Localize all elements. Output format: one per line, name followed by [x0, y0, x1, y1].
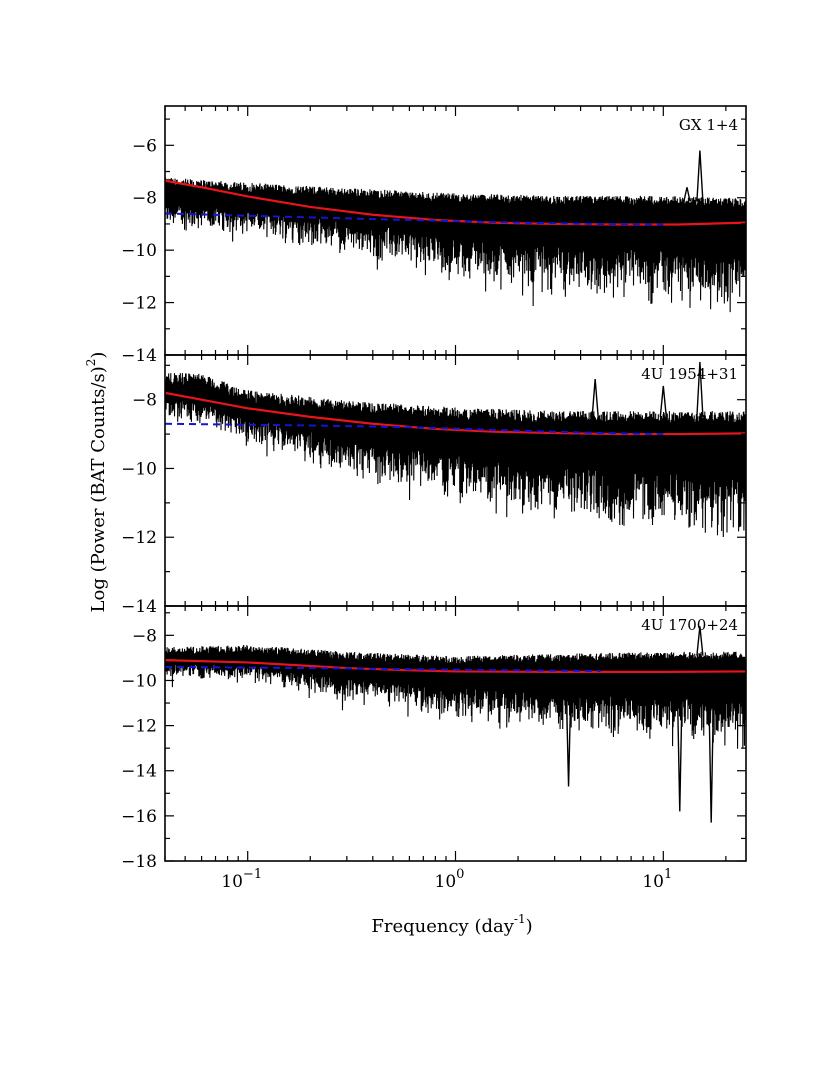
xtick-label-2: 100: [435, 867, 465, 892]
panel-2-dashed-model: [165, 422, 664, 436]
panel-2-ytick-label: −10: [121, 459, 157, 479]
panel-2-spike-2: [591, 379, 599, 417]
xtick-label-1: 10−1: [221, 867, 262, 892]
panel-3-spike-2: [564, 657, 573, 787]
panel-3: −18 −16 −14 −12 −10 −8 4U 1700+24: [121, 605, 747, 872]
panel-3-dashed-model: [165, 665, 601, 672]
panel-1-ytick-label: −10: [121, 241, 157, 261]
panel-1-noise-spectrum: [165, 177, 746, 313]
panel-1-ytick-label: −12: [121, 294, 157, 314]
panel-2-ytick-label: −8: [132, 391, 157, 411]
panel-2-spike-3: [659, 385, 668, 417]
panel-1-plot-area: [165, 150, 746, 313]
panel-1-title: GX 1+4: [679, 116, 738, 134]
panel-3-ytick-label: −14: [121, 762, 157, 782]
y-axis-title: Log (Power (BAT Counts/s)2): [84, 352, 109, 613]
panel-2-spike-1: [696, 361, 704, 417]
panel-2-noise-spectrum: [165, 373, 746, 538]
panel-3-spike-1: [696, 626, 704, 656]
panel-3-spike-4: [707, 655, 715, 823]
panel-2-ytick-label: −14: [121, 597, 157, 617]
panel-1-dashed-model: [165, 212, 664, 226]
panel-2: −14 −12 −10 −8 4U 1954+31: [121, 354, 747, 617]
panel-1-spike-2: [683, 187, 691, 202]
panel-1-ytick-label: −8: [132, 189, 157, 209]
panel-1-ytick-label: −14: [121, 346, 157, 366]
panel-3-frame: [164, 605, 747, 862]
panel-3-ytick-label: −8: [132, 626, 157, 646]
panel-3-ytick-label: −10: [121, 671, 157, 691]
panel-3-plot-area: [165, 626, 746, 823]
panel-2-plot-area: [165, 361, 746, 538]
panel-3-fit-curve: [165, 659, 746, 673]
panel-2-ytick-label: −12: [121, 528, 157, 548]
xtick-label-3: 101: [642, 867, 672, 892]
panel-3-noise-spectrum: [165, 645, 746, 749]
x-axis-title: Frequency (day-1): [371, 912, 532, 937]
panel-1-ytick-label: −6: [132, 136, 157, 156]
panel-3-spike-3: [676, 655, 684, 812]
panel-3-title: 4U 1700+24: [641, 616, 738, 634]
panel-3-ytick-label: −12: [121, 717, 157, 737]
panel-1: −14 −12 −10 −8 −6 GX 1+4: [121, 105, 747, 366]
panel-2-title: 4U 1954+31: [641, 365, 738, 383]
panel-3-ytick-label: −18: [121, 852, 157, 872]
panels-group: −14 −12 −10 −8 −6 GX 1+4 −14 −12 −10 −8 4U 1954+31…: [121, 105, 747, 892]
panel-3-ytick-label: −16: [121, 807, 157, 827]
panel-1-spike-1: [696, 150, 704, 202]
